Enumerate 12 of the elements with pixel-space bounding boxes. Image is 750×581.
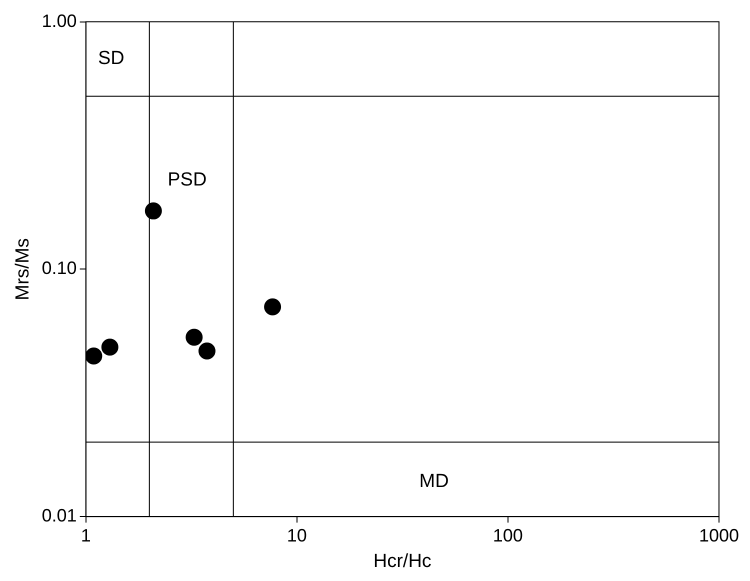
x-axis-title: Hcr/Hc bbox=[373, 550, 432, 572]
x-tick-label: 10 bbox=[286, 525, 307, 546]
y-tick-label: 0.10 bbox=[42, 258, 77, 278]
x-tick-label: 1000 bbox=[698, 525, 739, 546]
x-tick-label: 1 bbox=[80, 525, 91, 546]
annotation: PSD bbox=[168, 169, 207, 190]
x-tick-label: 100 bbox=[492, 525, 523, 546]
annotation: MD bbox=[419, 471, 449, 492]
y-tick-label: 1.00 bbox=[42, 10, 77, 31]
y-tick-label: 0.01 bbox=[42, 506, 77, 526]
annotation: SD bbox=[98, 48, 124, 70]
y-axis-title: Mrs/Ms bbox=[12, 238, 34, 300]
